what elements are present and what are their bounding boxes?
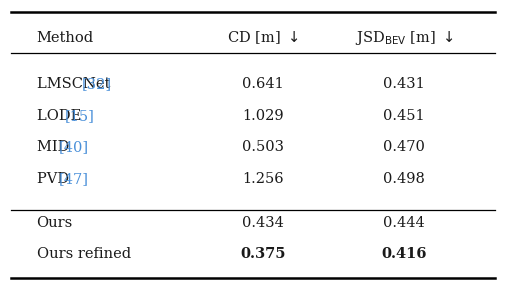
Text: [32]: [32]	[81, 77, 112, 91]
Text: 0.431: 0.431	[382, 77, 424, 91]
Text: LODE: LODE	[36, 109, 85, 123]
Text: 0.503: 0.503	[241, 140, 283, 154]
Text: PVD: PVD	[36, 172, 73, 186]
Text: MID: MID	[36, 140, 73, 154]
Text: 0.641: 0.641	[242, 77, 283, 91]
Text: Ours refined: Ours refined	[36, 247, 130, 261]
Text: 0.470: 0.470	[382, 140, 424, 154]
Text: LMSCNet: LMSCNet	[36, 77, 115, 91]
Text: Method: Method	[36, 31, 93, 45]
Text: 1.029: 1.029	[242, 109, 283, 123]
Text: [40]: [40]	[59, 140, 89, 154]
Text: 0.498: 0.498	[382, 172, 424, 186]
Text: 1.256: 1.256	[242, 172, 283, 186]
Text: 0.444: 0.444	[382, 216, 424, 230]
Text: JSD$_{\mathrm{BEV}}$ [m] $\downarrow$: JSD$_{\mathrm{BEV}}$ [m] $\downarrow$	[354, 29, 452, 46]
Text: [47]: [47]	[59, 172, 89, 186]
Text: Ours: Ours	[36, 216, 73, 230]
Text: 0.434: 0.434	[242, 216, 283, 230]
Text: 0.375: 0.375	[240, 247, 285, 261]
Text: [15]: [15]	[65, 109, 94, 123]
Text: 0.416: 0.416	[380, 247, 426, 261]
Text: CD [m] $\downarrow$: CD [m] $\downarrow$	[227, 29, 298, 46]
Text: 0.451: 0.451	[382, 109, 424, 123]
